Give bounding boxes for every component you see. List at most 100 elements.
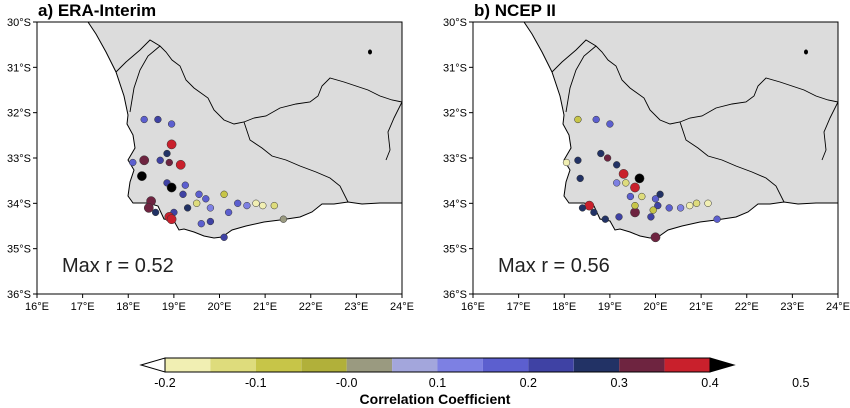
station-marker <box>166 182 177 193</box>
station-marker <box>137 171 147 181</box>
y-tick-label: 32°S <box>443 108 467 120</box>
x-tick-label: 19°E <box>162 301 186 313</box>
station-marker <box>647 213 655 221</box>
x-tick-label: 18°E <box>552 301 576 313</box>
y-tick-label: 35°S <box>443 244 467 256</box>
station-marker <box>234 199 242 207</box>
station-marker <box>590 208 598 217</box>
axis-ticks: 16°E 17°E 18°E 19°E 20°E 21°E 22°E 23°E 24°E 30°S… <box>443 17 850 313</box>
station-marker <box>193 199 201 207</box>
station-marker <box>195 190 203 198</box>
x-tick-label: 16°E <box>25 301 49 313</box>
colorbar-segment <box>210 358 256 372</box>
station-marker <box>704 199 712 207</box>
station-marker <box>603 154 612 162</box>
station-marker <box>650 232 661 243</box>
colorbar-segment <box>482 358 529 372</box>
x-tick-label: 18°E <box>116 301 140 313</box>
station-marker <box>154 115 162 124</box>
x-tick-label: 17°E <box>507 301 531 313</box>
colorbar-label: 0.1 <box>429 376 446 390</box>
x-tick-label: 23°E <box>344 301 368 313</box>
station-marker <box>163 149 171 158</box>
max-r-label: Max r = 0.56 <box>498 255 610 277</box>
island-marker <box>368 49 372 55</box>
station-marker <box>601 215 609 223</box>
x-tick-label: 22°E <box>299 301 323 313</box>
colorbar-segment <box>437 358 483 372</box>
station-marker <box>606 120 614 128</box>
x-tick-label: 23°E <box>780 301 804 313</box>
station-marker <box>592 115 600 124</box>
station-marker <box>562 158 571 167</box>
station-marker <box>615 213 623 221</box>
map-panel-era-interim: a) ERA-Interim 16°E 17°E 18°E 19°E 20°E 21°E 2… <box>7 1 414 313</box>
station-marker <box>638 192 646 201</box>
station-marker <box>574 156 582 164</box>
station-marker <box>220 190 228 198</box>
station-marker <box>584 200 595 211</box>
colorbar-segment <box>392 358 438 372</box>
y-tick-label: 34°S <box>443 198 467 210</box>
y-tick-label: 31°S <box>443 62 467 74</box>
station-markers <box>129 115 288 241</box>
map-panel-ncep-ii: b) NCEP II 16°E 17°E 18°E 19°E 20°E 21°E 22°E 2… <box>443 1 850 313</box>
station-marker <box>129 158 137 167</box>
max-r-label: Max r = 0.52 <box>62 255 174 277</box>
x-tick-label: 22°E <box>735 301 759 313</box>
station-marker <box>613 161 621 169</box>
colorbar-label: 0.5 <box>792 376 809 390</box>
station-marker <box>613 179 621 187</box>
station-marker <box>270 201 278 210</box>
station-marker <box>692 199 701 207</box>
y-tick-label: 32°S <box>7 108 31 120</box>
station-marker <box>140 115 148 124</box>
colorbar-segment <box>619 358 665 372</box>
colorbar-segment <box>139 357 166 373</box>
station-marker <box>206 217 215 226</box>
y-tick-label: 30°S <box>443 17 467 29</box>
station-marker <box>622 179 630 187</box>
colorbar-label: 0.4 <box>701 376 718 390</box>
station-marker <box>649 206 657 214</box>
colorbar-segment <box>528 358 574 372</box>
colorbar-label: -0.2 <box>154 376 176 390</box>
y-tick-label: 33°S <box>443 153 467 165</box>
colorbar-segment <box>664 358 711 372</box>
station-marker <box>656 190 664 198</box>
station-marker <box>243 201 251 210</box>
station-marker <box>597 149 605 158</box>
colorbar-label: -0.0 <box>336 376 358 390</box>
station-marker <box>166 139 177 150</box>
y-tick-label: 34°S <box>7 198 31 210</box>
station-marker <box>279 215 288 223</box>
station-marker <box>631 201 639 210</box>
x-tick-label: 20°E <box>644 301 668 313</box>
x-tick-label: 21°E <box>689 301 713 313</box>
province-borders <box>551 39 838 203</box>
y-tick-label: 36°S <box>443 289 467 301</box>
station-marker <box>259 201 267 210</box>
station-marker <box>224 208 233 217</box>
station-markers <box>562 115 721 243</box>
colorbar-segment <box>255 358 302 372</box>
station-marker <box>202 195 210 203</box>
station-marker <box>634 173 645 184</box>
y-tick-label: 31°S <box>7 62 31 74</box>
station-marker <box>165 158 173 167</box>
station-marker <box>651 195 660 203</box>
x-tick-label: 24°E <box>826 301 850 313</box>
station-marker <box>578 204 587 212</box>
station-marker <box>252 199 260 207</box>
station-marker <box>156 156 164 164</box>
y-tick-label: 30°S <box>7 17 31 29</box>
axis-ticks: 16°E 17°E 18°E 19°E 20°E 21°E 22°E 23°E 24°E 30°S… <box>7 17 414 313</box>
station-marker <box>167 120 176 128</box>
panel-title: b) NCEP II <box>474 1 556 20</box>
station-marker <box>626 192 635 201</box>
x-tick-label: 20°E <box>208 301 232 313</box>
station-marker <box>574 115 582 124</box>
x-tick-label: 24°E <box>390 301 414 313</box>
colorbar-segment <box>573 358 620 372</box>
